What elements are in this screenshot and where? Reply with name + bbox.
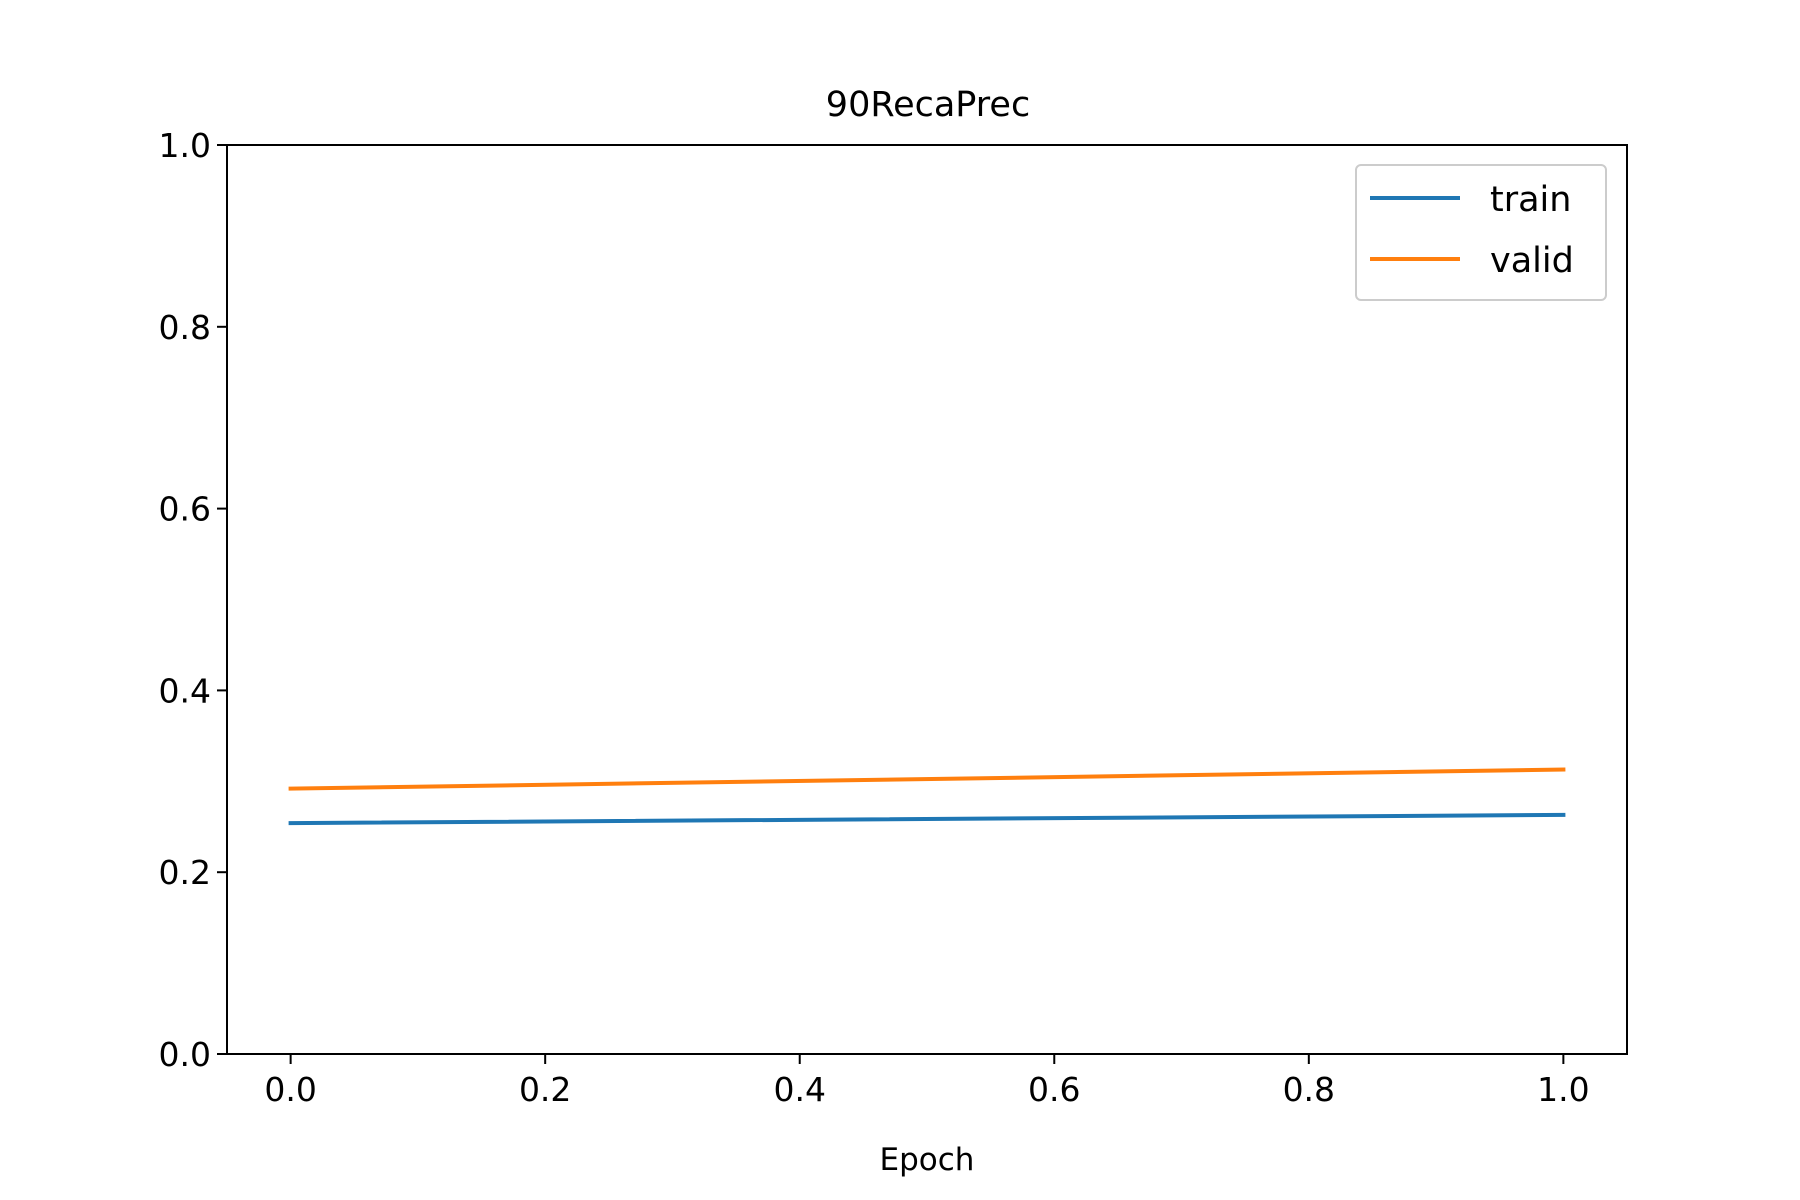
y-tick-label: 1.0 bbox=[159, 126, 211, 165]
x-tick-label: 0.0 bbox=[264, 1070, 316, 1109]
x-tick-label: 0.4 bbox=[773, 1070, 825, 1109]
series-line-train bbox=[288, 812, 1566, 826]
x-axis-label: Epoch bbox=[880, 1142, 975, 1178]
y-tick-label: 0.6 bbox=[159, 490, 211, 529]
x-tick-label: 1.0 bbox=[1537, 1070, 1589, 1109]
chart-title: 90RecaPrec bbox=[826, 85, 1030, 125]
legend-label-train: train bbox=[1490, 180, 1571, 220]
legend: train valid bbox=[1355, 164, 1607, 301]
y-tick-label: 0.2 bbox=[159, 853, 211, 892]
x-tick-label: 0.2 bbox=[519, 1070, 571, 1109]
x-tick-label: 0.6 bbox=[1028, 1070, 1080, 1109]
y-tick-label: 0.0 bbox=[159, 1035, 211, 1074]
series-line-valid bbox=[288, 767, 1566, 791]
x-tick-label: 0.8 bbox=[1283, 1070, 1335, 1109]
legend-label-valid: valid bbox=[1490, 241, 1574, 281]
y-tick-label: 0.8 bbox=[159, 308, 211, 347]
x-axis: 0.0 0.2 0.4 0.6 0.8 1.0 bbox=[264, 1054, 1590, 1109]
plot-area-frame bbox=[226, 144, 1628, 1055]
y-tick-label: 0.4 bbox=[159, 671, 211, 710]
series-lines bbox=[288, 767, 1566, 826]
y-axis: 0.0 0.2 0.4 0.6 0.8 1.0 bbox=[159, 126, 227, 1074]
